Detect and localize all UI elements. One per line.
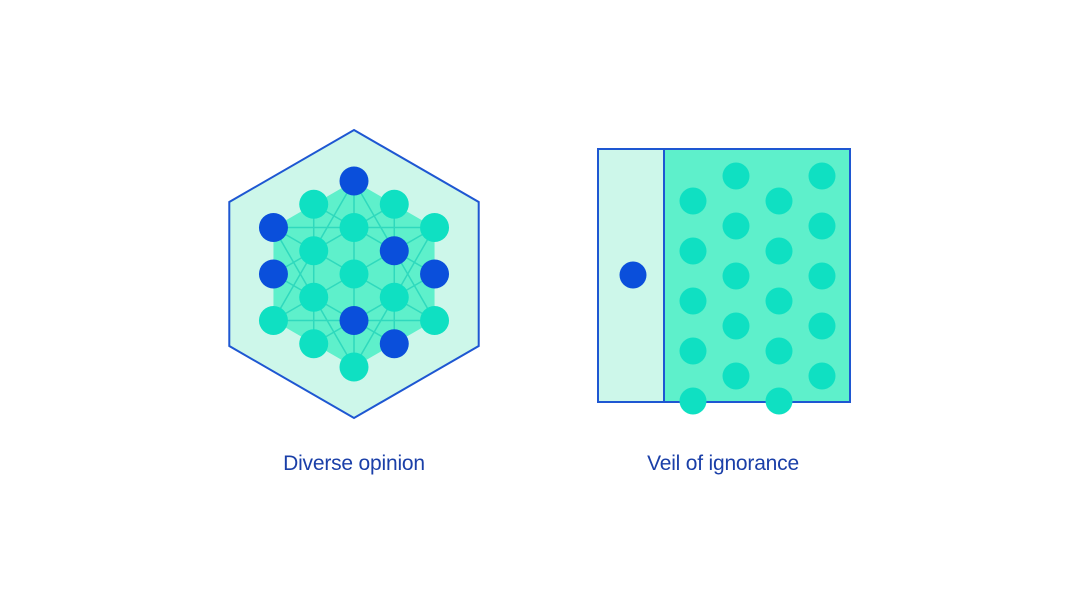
square-outline xyxy=(597,148,851,403)
light-node xyxy=(765,237,793,265)
diverse-opinion-caption: Diverse opinion xyxy=(283,452,425,475)
light-node xyxy=(258,306,288,335)
veil-of-ignorance-caption: Veil of ignorance xyxy=(647,452,799,475)
light-node xyxy=(722,262,750,290)
diverse-opinion-diagram xyxy=(228,128,480,420)
veil-of-ignorance-diagram xyxy=(597,148,851,415)
light-node xyxy=(299,329,329,359)
dark-node xyxy=(258,259,288,289)
grid-line xyxy=(273,203,395,275)
dark-node xyxy=(420,259,450,289)
light-node xyxy=(679,387,707,415)
light-node xyxy=(420,213,450,242)
light-node xyxy=(808,162,836,190)
dark-node xyxy=(339,166,369,196)
light-node xyxy=(339,259,369,289)
light-node xyxy=(379,189,409,219)
light-node xyxy=(420,306,450,335)
light-node xyxy=(679,337,707,365)
grid-line xyxy=(313,273,435,345)
light-node xyxy=(765,387,793,415)
light-node xyxy=(808,362,836,390)
light-node xyxy=(808,262,836,290)
grid-line xyxy=(273,273,395,345)
light-node xyxy=(299,189,329,219)
dark-node xyxy=(619,261,647,289)
light-node xyxy=(299,282,329,312)
dark-node xyxy=(379,329,409,359)
dark-node xyxy=(258,213,288,242)
dark-node xyxy=(379,236,409,266)
light-node xyxy=(339,352,369,382)
light-node xyxy=(679,237,707,265)
light-node xyxy=(808,312,836,340)
light-node xyxy=(339,213,369,242)
light-node xyxy=(722,312,750,340)
light-node xyxy=(679,187,707,215)
light-node xyxy=(722,162,750,190)
light-node xyxy=(765,187,793,215)
light-node xyxy=(679,287,707,315)
dark-node xyxy=(339,306,369,335)
light-node xyxy=(722,362,750,390)
light-node xyxy=(299,236,329,266)
grid-line xyxy=(313,203,435,275)
light-node xyxy=(765,287,793,315)
light-node xyxy=(722,212,750,240)
light-node xyxy=(379,282,409,312)
light-node xyxy=(808,212,836,240)
light-node xyxy=(765,337,793,365)
